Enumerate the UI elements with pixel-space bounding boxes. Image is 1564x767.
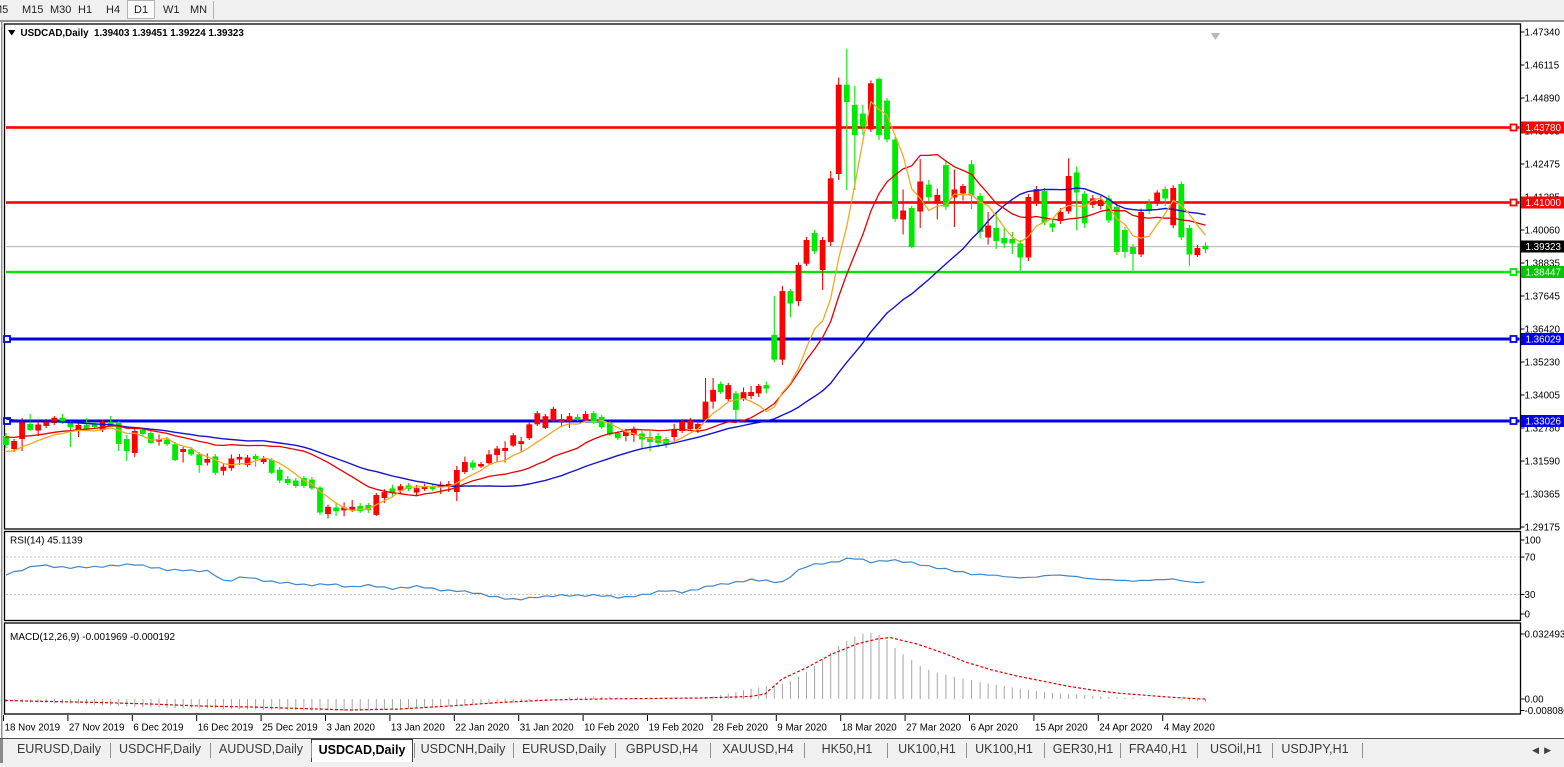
svg-text:0.00: 0.00 xyxy=(1525,695,1545,706)
svg-text:19 Feb 2020: 19 Feb 2020 xyxy=(649,723,705,734)
svg-text:15 Apr 2020: 15 Apr 2020 xyxy=(1035,723,1088,734)
svg-text:1.37645: 1.37645 xyxy=(1525,292,1561,303)
svg-text:70: 70 xyxy=(1525,553,1536,564)
svg-text:13 Jan 2020: 13 Jan 2020 xyxy=(391,723,445,734)
svg-text:USDCAD,Daily 1.39403 1.39451: USDCAD,Daily 1.39403 1.39451 1.39224 1.3… xyxy=(21,28,245,39)
svg-text:1.30365: 1.30365 xyxy=(1525,490,1561,501)
svg-text:1.46115: 1.46115 xyxy=(1525,61,1560,72)
svg-text:100: 100 xyxy=(1525,536,1542,547)
svg-text:18 Mar 2020: 18 Mar 2020 xyxy=(842,723,898,734)
svg-text:9 Mar 2020: 9 Mar 2020 xyxy=(777,723,827,734)
svg-text:6 Dec 2019: 6 Dec 2019 xyxy=(133,723,183,734)
svg-text:RSI(14) 45.1139: RSI(14) 45.1139 xyxy=(10,536,83,547)
svg-text:16 Dec 2019: 16 Dec 2019 xyxy=(198,723,254,734)
svg-text:1.44890: 1.44890 xyxy=(1525,94,1561,105)
svg-text:1.35230: 1.35230 xyxy=(1525,358,1561,369)
svg-text:27 Mar 2020: 27 Mar 2020 xyxy=(906,723,962,734)
svg-text:1.29175: 1.29175 xyxy=(1525,523,1561,534)
svg-text:6 Apr 2020: 6 Apr 2020 xyxy=(971,723,1019,734)
svg-text:1.43780: 1.43780 xyxy=(1526,123,1562,134)
svg-text:0: 0 xyxy=(1525,610,1531,621)
svg-text:1.34005: 1.34005 xyxy=(1525,391,1561,402)
svg-text:1.42475: 1.42475 xyxy=(1525,160,1561,171)
svg-text:1.31590: 1.31590 xyxy=(1525,457,1561,468)
svg-text:4 May 2020: 4 May 2020 xyxy=(1164,723,1216,734)
svg-text:1.41000: 1.41000 xyxy=(1526,198,1562,209)
svg-text:1.36029: 1.36029 xyxy=(1526,335,1561,346)
svg-text:1.47340: 1.47340 xyxy=(1525,28,1561,39)
svg-text:28 Feb 2020: 28 Feb 2020 xyxy=(713,723,769,734)
svg-text:1.38447: 1.38447 xyxy=(1526,268,1561,279)
svg-text:0.032493: 0.032493 xyxy=(1525,630,1564,641)
svg-text:25 Dec 2019: 25 Dec 2019 xyxy=(262,723,318,734)
svg-text:MACD(12,26,9) -0.001969 -0.000: MACD(12,26,9) -0.001969 -0.000192 xyxy=(10,632,176,643)
svg-text:18 Nov 2019: 18 Nov 2019 xyxy=(5,723,61,734)
svg-text:1.39323: 1.39323 xyxy=(1526,242,1562,253)
svg-text:1.40060: 1.40060 xyxy=(1525,226,1561,237)
svg-text:3 Jan 2020: 3 Jan 2020 xyxy=(327,723,376,734)
svg-text:22 Jan 2020: 22 Jan 2020 xyxy=(455,723,509,734)
svg-text:24 Apr 2020: 24 Apr 2020 xyxy=(1099,723,1152,734)
svg-text:30: 30 xyxy=(1525,590,1536,601)
svg-text:1.33026: 1.33026 xyxy=(1526,417,1562,428)
svg-text:-0.008086: -0.008086 xyxy=(1525,706,1564,717)
svg-text:10 Feb 2020: 10 Feb 2020 xyxy=(584,723,640,734)
svg-text:27 Nov 2019: 27 Nov 2019 xyxy=(69,723,125,734)
svg-text:31 Jan 2020: 31 Jan 2020 xyxy=(520,723,574,734)
